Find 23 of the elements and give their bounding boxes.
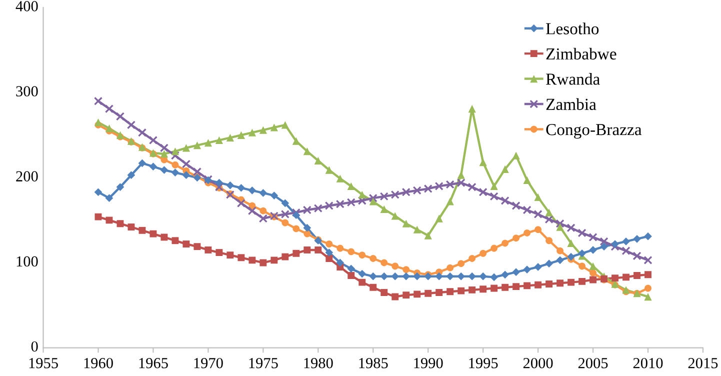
x-tick-label: 1990 — [414, 358, 443, 368]
x-tick-label: 1975 — [249, 358, 278, 368]
x-tick-label: 1965 — [139, 358, 168, 368]
legend-label: Zambia — [546, 98, 596, 110]
y-tick-label: 400 — [16, 1, 38, 12]
y-tick-label: 100 — [16, 256, 38, 267]
x-tick-label: 2005 — [578, 358, 608, 368]
legend-label: Lesotho — [546, 22, 599, 34]
x-tick-label: 1995 — [469, 358, 498, 368]
x-tick-label: 1980 — [304, 358, 333, 368]
legend-label: Congo-Brazza — [546, 124, 642, 139]
legend-label: Rwanda — [546, 73, 600, 85]
x-tick-label: 1955 — [29, 358, 58, 368]
x-tick-label: 1985 — [359, 358, 388, 368]
y-tick-label: 300 — [16, 86, 38, 96]
legend-label: Zimbabwe — [546, 48, 616, 60]
y-tick-label: 0 — [31, 341, 38, 352]
x-tick-label: 2000 — [523, 358, 553, 368]
x-tick-label: 1970 — [194, 358, 223, 368]
x-tick-label: 1960 — [84, 358, 113, 368]
x-tick-label: 2010 — [633, 358, 663, 368]
x-tick-label: 2015 — [688, 358, 718, 368]
y-tick-label: 200 — [16, 171, 38, 182]
